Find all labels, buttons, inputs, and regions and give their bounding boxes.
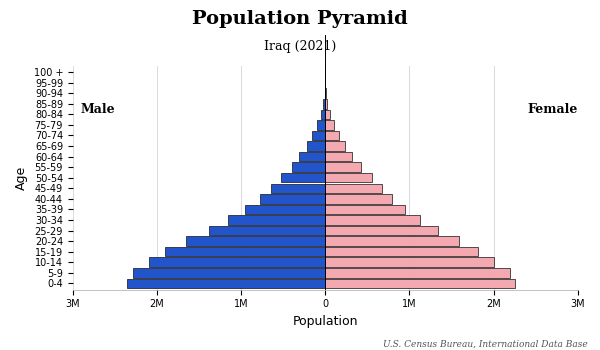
Bar — [325, 131, 339, 140]
Bar — [325, 194, 392, 204]
Bar — [209, 226, 325, 235]
Text: Male: Male — [81, 103, 115, 116]
X-axis label: Population: Population — [292, 315, 358, 328]
Bar — [325, 99, 328, 108]
Bar — [321, 110, 325, 119]
Bar — [323, 99, 325, 108]
Bar — [307, 141, 325, 151]
Bar — [325, 183, 382, 193]
Bar — [325, 247, 478, 257]
Bar — [127, 279, 325, 288]
Bar — [325, 236, 459, 246]
Bar — [325, 152, 352, 161]
Bar — [325, 226, 438, 235]
Bar — [133, 268, 325, 278]
Bar — [325, 258, 494, 267]
Bar — [325, 279, 515, 288]
Bar — [325, 268, 509, 278]
Bar — [325, 120, 334, 130]
Bar — [260, 194, 325, 204]
Bar — [187, 236, 325, 246]
Bar — [271, 183, 325, 193]
Bar — [317, 120, 325, 130]
Bar — [325, 89, 326, 98]
Bar — [149, 258, 325, 267]
Bar — [325, 162, 361, 172]
Y-axis label: Age: Age — [15, 166, 28, 190]
Bar — [166, 247, 325, 257]
Bar — [312, 131, 325, 140]
Text: U.S. Census Bureau, International Data Base: U.S. Census Bureau, International Data B… — [383, 339, 588, 348]
Text: Population Pyramid: Population Pyramid — [192, 10, 408, 28]
Bar — [325, 205, 405, 214]
Bar — [281, 173, 325, 182]
Bar — [292, 162, 325, 172]
Bar — [325, 173, 371, 182]
Bar — [325, 110, 330, 119]
Bar — [299, 152, 325, 161]
Bar — [325, 141, 345, 151]
Bar — [325, 215, 421, 225]
Text: Female: Female — [527, 103, 578, 116]
Text: Iraq (2021): Iraq (2021) — [264, 40, 336, 53]
Bar — [245, 205, 325, 214]
Bar — [229, 215, 325, 225]
